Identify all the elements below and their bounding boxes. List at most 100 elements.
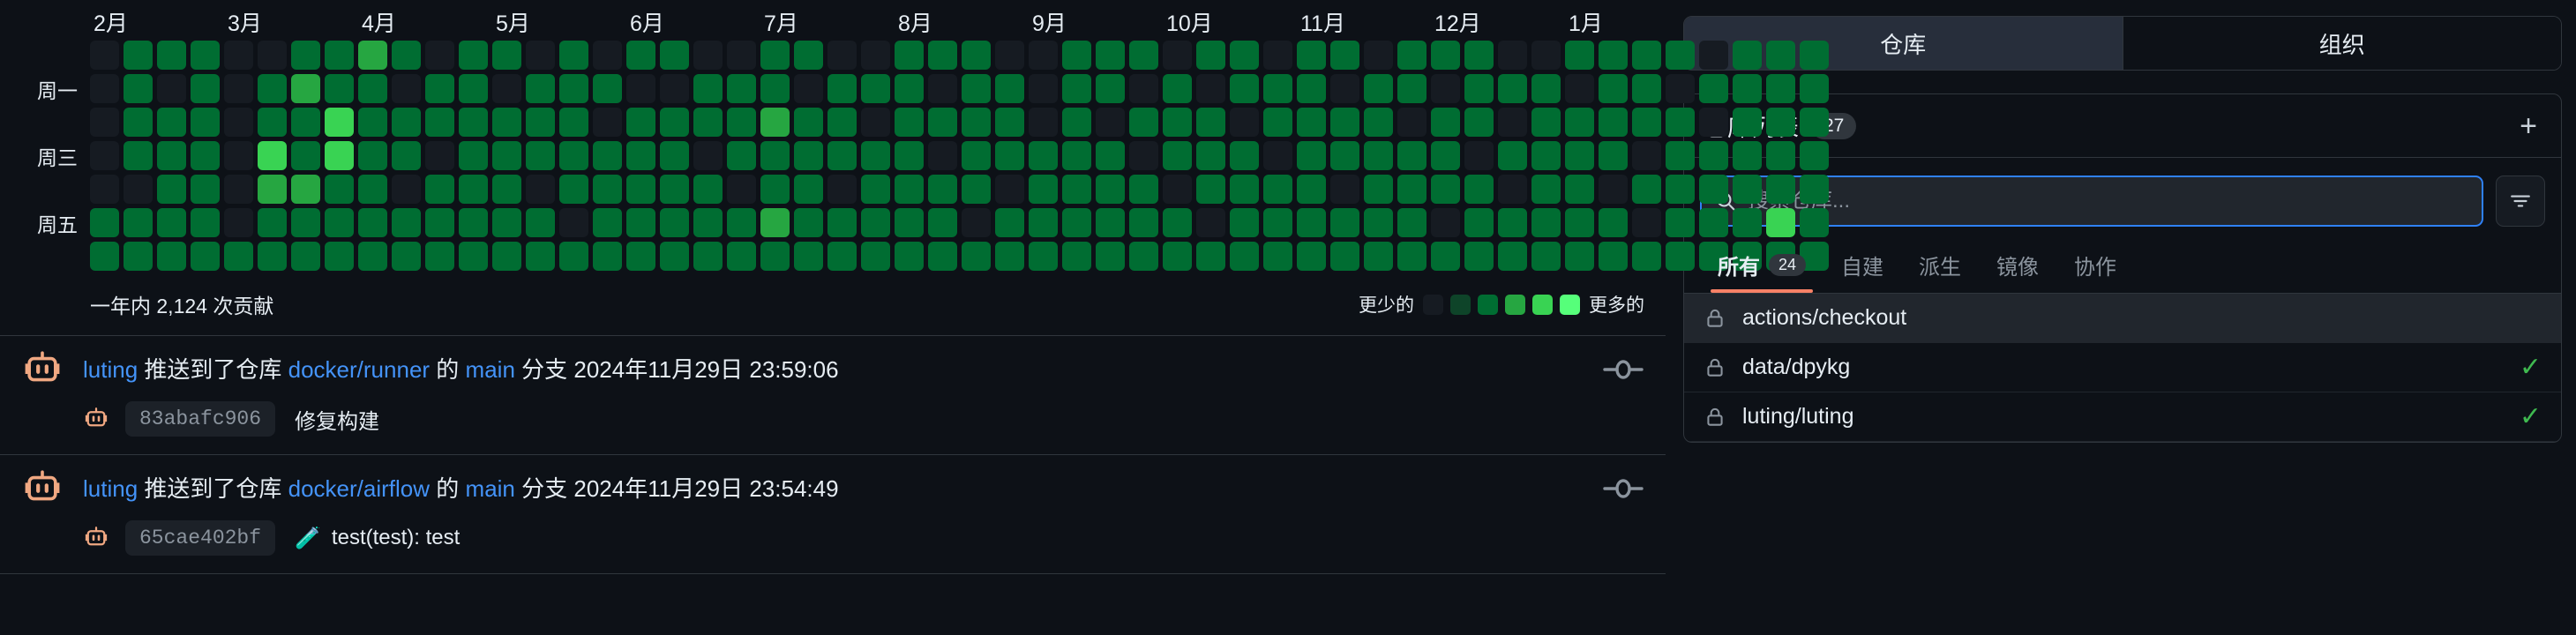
contribution-cell[interactable]: [1297, 175, 1326, 204]
contribution-cell[interactable]: [593, 242, 622, 271]
contribution-cell[interactable]: [559, 74, 588, 103]
contribution-cell[interactable]: [559, 141, 588, 170]
contribution-cell[interactable]: [1364, 175, 1393, 204]
contribution-cell[interactable]: [1666, 242, 1695, 271]
contribution-cell[interactable]: [1029, 108, 1058, 137]
contribution-cell[interactable]: [1531, 108, 1561, 137]
contribution-cell[interactable]: [861, 74, 890, 103]
contribution-cell[interactable]: [962, 141, 991, 170]
contribution-cell[interactable]: [1062, 208, 1091, 237]
contribution-cell[interactable]: [1129, 74, 1158, 103]
contribution-cell[interactable]: [1699, 242, 1728, 271]
contribution-cell[interactable]: [995, 41, 1024, 70]
contribution-cell[interactable]: [1599, 141, 1628, 170]
contribution-cell[interactable]: [727, 175, 756, 204]
contribution-cell[interactable]: [1029, 141, 1058, 170]
contribution-cell[interactable]: [827, 41, 857, 70]
contribution-cell[interactable]: [1800, 141, 1829, 170]
contribution-cell[interactable]: [727, 74, 756, 103]
contribution-cell[interactable]: [492, 175, 521, 204]
repo-filter-tab[interactable]: 自建: [1823, 244, 1901, 293]
contribution-cell[interactable]: [660, 208, 689, 237]
contribution-cell[interactable]: [224, 242, 253, 271]
contribution-cell[interactable]: [1397, 208, 1427, 237]
contribution-cell[interactable]: [1599, 41, 1628, 70]
contribution-cell[interactable]: [1297, 74, 1326, 103]
contribution-cell[interactable]: [1800, 108, 1829, 137]
contribution-cell[interactable]: [191, 175, 220, 204]
contribution-cell[interactable]: [124, 208, 153, 237]
contribution-cell[interactable]: [1431, 141, 1460, 170]
contribution-cell[interactable]: [90, 208, 119, 237]
contribution-cell[interactable]: [1129, 242, 1158, 271]
contribution-cell[interactable]: [1129, 208, 1158, 237]
commit-message[interactable]: 🧪 test(test): test: [295, 526, 460, 551]
contribution-cell[interactable]: [693, 108, 723, 137]
contribution-cell[interactable]: [1196, 141, 1225, 170]
contribution-cell[interactable]: [1029, 242, 1058, 271]
contribution-cell[interactable]: [1364, 141, 1393, 170]
contribution-cell[interactable]: [1062, 74, 1091, 103]
contribution-cell[interactable]: [593, 74, 622, 103]
contribution-cell[interactable]: [1565, 41, 1594, 70]
contribution-cell[interactable]: [1666, 108, 1695, 137]
contribution-cell[interactable]: [258, 108, 287, 137]
contribution-cell[interactable]: [1766, 141, 1795, 170]
contribution-cell[interactable]: [191, 108, 220, 137]
contribution-cell[interactable]: [559, 242, 588, 271]
commit-message[interactable]: 修复构建: [295, 404, 379, 435]
contribution-cell[interactable]: [191, 141, 220, 170]
contribution-cell[interactable]: [325, 108, 354, 137]
contribution-cell[interactable]: [1599, 74, 1628, 103]
contribution-cell[interactable]: [660, 175, 689, 204]
contribution-cell[interactable]: [827, 208, 857, 237]
contribution-cell[interactable]: [1297, 208, 1326, 237]
contribution-cell[interactable]: [358, 208, 387, 237]
contribution-cell[interactable]: [1632, 175, 1661, 204]
contribution-cell[interactable]: [1632, 41, 1661, 70]
contribution-cell[interactable]: [258, 41, 287, 70]
contribution-cell[interactable]: [124, 74, 153, 103]
contribution-cell[interactable]: [392, 175, 421, 204]
contribution-cell[interactable]: [861, 141, 890, 170]
contribution-cell[interactable]: [827, 242, 857, 271]
contribution-cell[interactable]: [1263, 41, 1292, 70]
contribution-cell[interactable]: [492, 141, 521, 170]
contribution-cell[interactable]: [794, 41, 823, 70]
contribution-cell[interactable]: [124, 141, 153, 170]
contribution-cell[interactable]: [526, 74, 555, 103]
contribution-cell[interactable]: [1699, 175, 1728, 204]
contribution-cell[interactable]: [1800, 175, 1829, 204]
contribution-cell[interactable]: [1096, 141, 1125, 170]
contribution-cell[interactable]: [157, 41, 186, 70]
contribution-cell[interactable]: [1397, 141, 1427, 170]
contribution-cell[interactable]: [1599, 175, 1628, 204]
contribution-cell[interactable]: [1431, 108, 1460, 137]
repo-filter-tab[interactable]: 所有 24: [1700, 244, 1823, 293]
contribution-cell[interactable]: [1230, 141, 1259, 170]
contribution-cell[interactable]: [794, 208, 823, 237]
contribution-cell[interactable]: [660, 108, 689, 137]
contribution-cell[interactable]: [1330, 242, 1359, 271]
contribution-cell[interactable]: [1498, 175, 1527, 204]
contribution-cell[interactable]: [1196, 242, 1225, 271]
contribution-cell[interactable]: [593, 175, 622, 204]
contribution-cell[interactable]: [1531, 141, 1561, 170]
contribution-cell[interactable]: [995, 141, 1024, 170]
contribution-cell[interactable]: [1699, 41, 1728, 70]
contribution-cell[interactable]: [492, 74, 521, 103]
contribution-cell[interactable]: [1766, 208, 1795, 237]
contribution-cell[interactable]: [1431, 41, 1460, 70]
contribution-cell[interactable]: [626, 141, 655, 170]
contribution-cell[interactable]: [1096, 41, 1125, 70]
contribution-cell[interactable]: [291, 141, 320, 170]
contribution-cell[interactable]: [325, 175, 354, 204]
contribution-cell[interactable]: [1565, 242, 1594, 271]
contribution-cell[interactable]: [1062, 108, 1091, 137]
contribution-cell[interactable]: [962, 175, 991, 204]
contribution-cell[interactable]: [593, 41, 622, 70]
contribution-cell[interactable]: [291, 175, 320, 204]
contribution-cell[interactable]: [258, 141, 287, 170]
contribution-cell[interactable]: [760, 141, 790, 170]
contribution-cell[interactable]: [90, 74, 119, 103]
